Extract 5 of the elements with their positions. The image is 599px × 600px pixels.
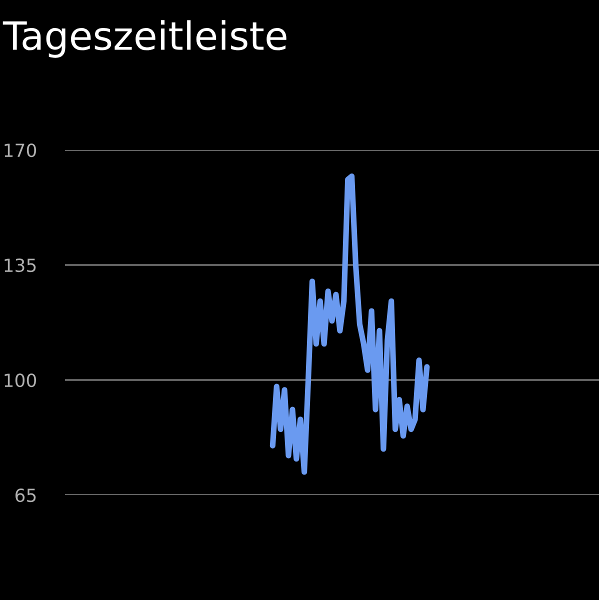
y-tick-label: 65 [16,488,36,502]
y-tick-label: 100 [4,373,36,388]
y-tick-label: 170 [4,143,36,158]
y-tick-label: 135 [4,258,36,272]
chart-title: Tageszeitleiste [2,20,286,58]
